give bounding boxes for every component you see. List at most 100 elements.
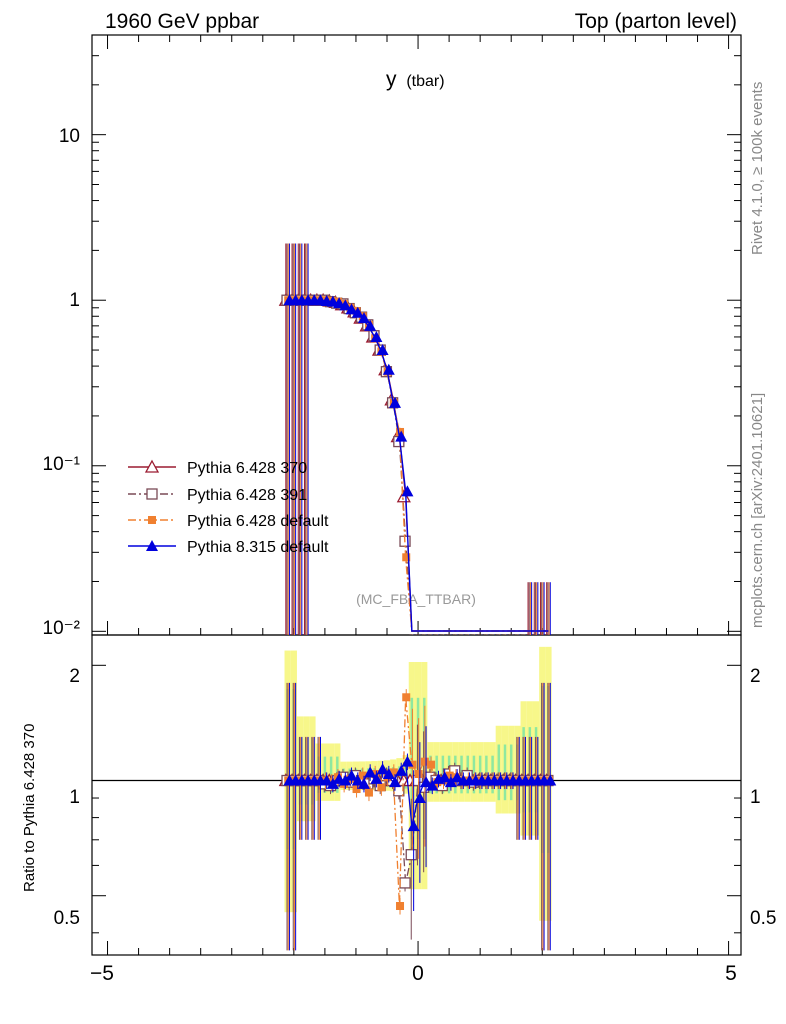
data-point-main bbox=[382, 363, 395, 375]
series-3 bbox=[283, 243, 557, 951]
ratio-band-green bbox=[541, 686, 544, 853]
ratio-ytick-label-0p5-right: 0.5 bbox=[750, 908, 776, 929]
data-point-ratio bbox=[377, 783, 386, 792]
ratio-band-green bbox=[305, 737, 308, 805]
ratio-band-green bbox=[323, 756, 327, 793]
data-point-ratio bbox=[320, 774, 333, 786]
data-point-ratio bbox=[396, 902, 405, 911]
data-point-ratio bbox=[544, 774, 557, 786]
main-ytick-label-1e-2: 10⁻² bbox=[43, 618, 81, 639]
legend: Pythia 6.428 370 Pythia 6.428 391 Pythia… bbox=[128, 459, 329, 556]
data-point-ratio bbox=[345, 769, 358, 781]
data-point-ratio bbox=[358, 771, 367, 780]
data-point-ratio bbox=[382, 767, 395, 779]
data-point-main bbox=[345, 303, 358, 315]
ratio-band-green bbox=[491, 755, 494, 794]
main-ytick-label-1e-1: 10⁻¹ bbox=[43, 454, 81, 475]
ratio-band-green bbox=[522, 727, 525, 813]
ratio-band-green bbox=[317, 756, 320, 793]
ratio-band-green bbox=[534, 727, 538, 813]
data-point-main bbox=[402, 553, 411, 562]
ratio-band-green bbox=[516, 744, 519, 801]
data-point-main bbox=[396, 427, 405, 436]
series-line-main bbox=[287, 299, 549, 632]
main-ytick-label-1: 1 bbox=[69, 290, 80, 311]
header-right: Top (parton level) bbox=[575, 10, 737, 33]
ratio-band-green bbox=[404, 764, 407, 789]
data-point-ratio bbox=[339, 774, 352, 786]
data-point-ratio bbox=[451, 771, 464, 783]
ratio-band-green bbox=[485, 755, 488, 794]
legend-entry-p6-391: Pythia 6.428 391 bbox=[128, 487, 307, 504]
legend-entry-p6-default: Pythia 6.428 default bbox=[128, 513, 329, 530]
legend-label-p6-default: Pythia 6.428 default bbox=[187, 513, 329, 530]
data-point-ratio bbox=[357, 777, 370, 789]
data-point-ratio bbox=[427, 760, 436, 769]
plot-title-sub: (tbar) bbox=[406, 73, 444, 90]
ratio-band-green bbox=[416, 697, 420, 840]
data-point-ratio bbox=[426, 779, 439, 791]
data-point-main bbox=[357, 312, 370, 324]
data-point-main bbox=[370, 330, 383, 342]
data-point-ratio bbox=[407, 820, 420, 832]
data-point-main bbox=[401, 485, 414, 497]
data-point-main bbox=[376, 344, 389, 356]
header-left: 1960 GeV ppbar bbox=[105, 10, 259, 33]
ratio-band-green bbox=[329, 756, 333, 793]
data-point-main bbox=[395, 430, 408, 442]
data-point-ratio bbox=[364, 766, 377, 778]
ratio-band-green bbox=[497, 744, 501, 801]
data-point-ratio bbox=[420, 757, 429, 766]
main-ytick-label-10: 10 bbox=[59, 126, 80, 147]
ratio-band-green bbox=[292, 688, 296, 850]
data-point-ratio bbox=[399, 877, 411, 889]
ratio-band-green bbox=[298, 737, 302, 805]
data-point-ratio bbox=[444, 776, 457, 788]
legend-marker-p8-default bbox=[146, 540, 158, 551]
data-point-ratio bbox=[352, 785, 361, 794]
ratio-band-green bbox=[509, 744, 513, 801]
data-point-ratio bbox=[438, 771, 451, 783]
ratio-ytick-label-2: 2 bbox=[69, 666, 80, 687]
mcplots-label: mcplots.cern.ch [arXiv:2401.10621] bbox=[749, 393, 766, 628]
ratio-band-green bbox=[423, 697, 426, 840]
data-point-ratio bbox=[413, 792, 426, 804]
plot-title-main: y bbox=[386, 68, 397, 91]
legend-marker-p6-391 bbox=[146, 488, 158, 500]
analysis-tag: (MC_FBA_TTBAR) bbox=[356, 591, 476, 607]
rivet-label: Rivet 4.1.0, ≥ 100k events bbox=[749, 82, 766, 255]
legend-entry-p8-default: Pythia 8.315 default bbox=[128, 539, 329, 556]
ratio-ytick-label-2-right: 2 bbox=[750, 666, 761, 687]
data-point-ratio bbox=[376, 763, 389, 775]
ratio-band-green bbox=[478, 755, 482, 794]
ratio-band-green bbox=[503, 744, 507, 801]
data-point-ratio bbox=[371, 769, 380, 778]
ratio-ytick-label-1-right: 1 bbox=[750, 787, 761, 808]
data-point-ratio bbox=[351, 774, 364, 786]
data-point-ratio bbox=[408, 760, 417, 769]
series-line-main bbox=[287, 299, 549, 632]
ratio-ytick-label-0p5: 0.5 bbox=[54, 908, 80, 929]
data-point-ratio bbox=[395, 764, 408, 776]
data-point-ratio bbox=[401, 755, 414, 767]
ratio-ytick-label-1: 1 bbox=[69, 787, 80, 808]
xtick-label-5: 5 bbox=[725, 962, 737, 985]
legend-entry-p6-370: Pythia 6.428 370 bbox=[128, 459, 307, 477]
data-point-ratio bbox=[389, 776, 402, 788]
xtick-label-0: 0 bbox=[412, 962, 424, 985]
data-point-ratio bbox=[364, 788, 373, 797]
ratio-band-green bbox=[286, 688, 289, 850]
ratio-band-green bbox=[547, 686, 550, 853]
ratio-band-green bbox=[472, 755, 476, 794]
data-point-ratio bbox=[389, 768, 398, 777]
ratio-ylabel: Ratio to Pythia 6.428 370 bbox=[21, 724, 38, 892]
axis-ticks bbox=[92, 34, 741, 955]
legend-label-p8-default: Pythia 8.315 default bbox=[187, 539, 329, 556]
data-point-main bbox=[351, 306, 364, 318]
data-point-ratio bbox=[370, 772, 383, 784]
series-line-main bbox=[287, 299, 549, 632]
series-line-main bbox=[287, 299, 549, 632]
data-point-main bbox=[389, 396, 402, 408]
legend-marker-p6-370 bbox=[144, 459, 160, 473]
